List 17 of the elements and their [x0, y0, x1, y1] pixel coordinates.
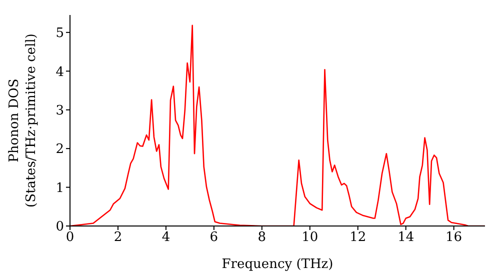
- y-tick-label: 4: [56, 64, 64, 80]
- x-tick-label: 12: [350, 230, 366, 246]
- y-tick-label: 3: [56, 103, 64, 118]
- x-tick-label: 0: [66, 230, 74, 246]
- x-tick-label: 14: [398, 230, 414, 246]
- x-tick-label: 6: [210, 230, 218, 246]
- x-tick-label: 4: [162, 230, 170, 246]
- x-axis-title: Frequency (THz): [222, 257, 334, 272]
- x-tick-label: 2: [114, 230, 122, 246]
- y-tick-label: 2: [56, 142, 64, 158]
- y-tick-label: 5: [56, 26, 64, 42]
- x-tick-label: 16: [446, 230, 462, 246]
- y-axis-title: Phonon DOS (States/THz·primitive cell): [7, 33, 39, 208]
- y-tick-label: 0: [56, 220, 64, 235]
- x-tick-label: 10: [302, 230, 318, 246]
- x-tick-label: 8: [258, 230, 266, 246]
- y-tick-label: 1: [56, 180, 64, 196]
